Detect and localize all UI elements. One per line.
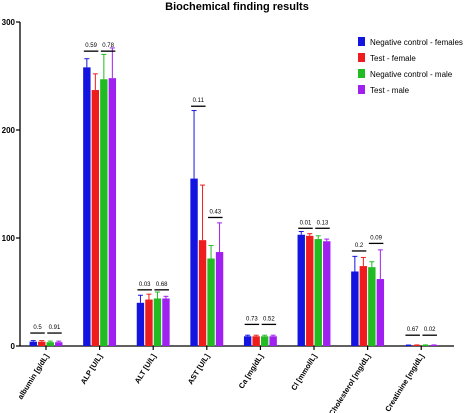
bar bbox=[215, 252, 224, 346]
bar bbox=[404, 345, 413, 346]
legend-swatch bbox=[358, 53, 365, 62]
legend: Negative control - females Test - female N… bbox=[358, 37, 463, 95]
p-value-label: 0.01 bbox=[300, 220, 312, 226]
bar bbox=[243, 336, 252, 346]
p-value-label: 0.59 bbox=[85, 43, 97, 49]
y-tick-label: 0 bbox=[11, 342, 16, 351]
x-tick-label: Ca [mg/dL] bbox=[237, 352, 266, 390]
bar bbox=[38, 341, 46, 346]
bar bbox=[108, 78, 117, 346]
p-value-label: 0.5 bbox=[33, 325, 42, 331]
bar bbox=[368, 267, 376, 346]
bar bbox=[136, 302, 145, 346]
bar bbox=[207, 258, 215, 346]
x-tick-label: ALP [U/L] bbox=[79, 352, 105, 386]
bar bbox=[351, 271, 359, 346]
p-value-label: 0.73 bbox=[246, 316, 258, 322]
p-value-label: 0.11 bbox=[193, 98, 205, 104]
p-value-label: 0.68 bbox=[156, 282, 168, 288]
x-tick-label: AST [U/L] bbox=[186, 352, 212, 386]
bar bbox=[297, 234, 305, 346]
bar bbox=[55, 342, 63, 346]
x-tick-label: Cl [mmol/L] bbox=[289, 352, 319, 392]
bar bbox=[29, 341, 37, 346]
bars bbox=[29, 67, 438, 347]
bar bbox=[413, 345, 421, 346]
p-value-label: 0.52 bbox=[263, 316, 275, 322]
axes: 0 100 200 300 bbox=[2, 18, 454, 351]
bar bbox=[376, 279, 385, 346]
y-tick-label: 300 bbox=[2, 18, 16, 27]
p-value-label: 0.13 bbox=[317, 220, 329, 226]
error-bars bbox=[30, 47, 437, 346]
bar bbox=[46, 342, 54, 346]
x-tick-label: Cholesterol [mg/dL] bbox=[327, 352, 372, 413]
p-value-label: 0.03 bbox=[139, 282, 151, 288]
p-value-label: 0.91 bbox=[49, 325, 61, 331]
legend-swatch bbox=[358, 37, 365, 46]
bar bbox=[153, 298, 162, 346]
bar bbox=[198, 240, 207, 346]
p-value-label: 0.78 bbox=[102, 43, 114, 49]
bar bbox=[83, 67, 91, 347]
legend-swatch bbox=[358, 69, 365, 78]
bar bbox=[162, 298, 170, 346]
x-tick-label: albumin [g/dL] bbox=[16, 352, 51, 401]
bar bbox=[252, 336, 260, 346]
legend-label: Test - male bbox=[370, 86, 410, 95]
x-tick-label: ALT [U/L] bbox=[133, 352, 158, 385]
y-tick-label: 200 bbox=[2, 126, 16, 135]
bar bbox=[100, 79, 108, 347]
x-axis-labels: albumin [g/dL] ALP [U/L] ALT [U/L] AST [U/L… bbox=[16, 352, 426, 413]
bar bbox=[260, 336, 269, 346]
bar bbox=[269, 336, 277, 346]
bar bbox=[430, 345, 438, 346]
legend-swatch bbox=[358, 85, 365, 94]
bar bbox=[306, 235, 314, 346]
bar bbox=[421, 345, 430, 346]
x-tick-label: Creatinine [mg/dL] bbox=[383, 352, 426, 413]
comparisons: 0.5 0.91 0.59 0.78 0.03 0.68 0.11 0.43 0.73 0.52 0… bbox=[30, 43, 437, 336]
chart-title: Biochemical finding results bbox=[165, 1, 309, 13]
bar bbox=[323, 241, 331, 346]
p-value-label: 0.2 bbox=[355, 243, 364, 249]
legend-label: Test - female bbox=[370, 54, 416, 63]
p-value-label: 0.02 bbox=[424, 327, 436, 333]
bar bbox=[91, 90, 100, 346]
legend-label: Negative control - male bbox=[370, 70, 453, 79]
bar bbox=[145, 299, 153, 346]
p-value-label: 0.09 bbox=[370, 235, 382, 241]
legend-label: Negative control - females bbox=[370, 38, 463, 47]
p-value-label: 0.43 bbox=[209, 209, 221, 215]
y-tick-label: 100 bbox=[2, 234, 16, 243]
bar bbox=[314, 239, 322, 346]
bar bbox=[359, 266, 368, 346]
bar bbox=[190, 178, 198, 346]
p-value-label: 0.67 bbox=[407, 327, 419, 333]
